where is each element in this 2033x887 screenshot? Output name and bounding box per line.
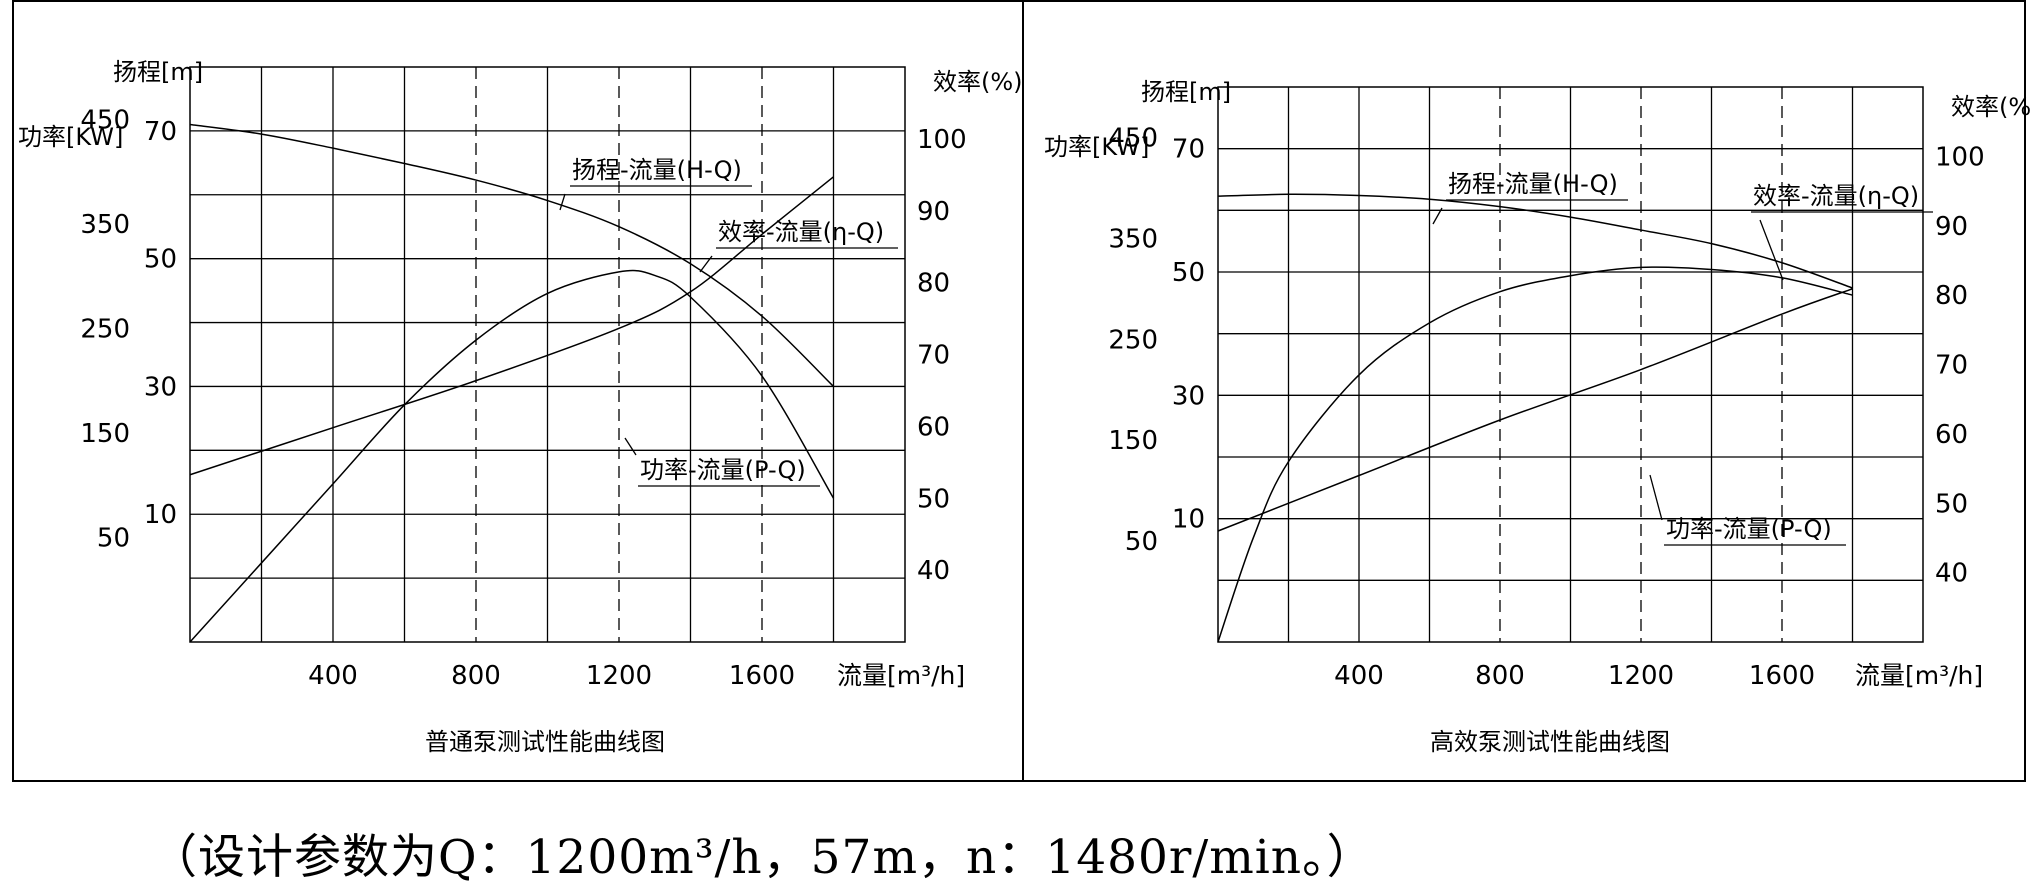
efficiency-tick-label: 40 xyxy=(917,556,950,586)
head-tick-label: 30 xyxy=(144,372,177,402)
x-tick-label: 1200 xyxy=(1608,661,1674,691)
power-tick-label: 150 xyxy=(80,419,130,449)
head-flow-curve-label: 扬程-流量(H-Q) xyxy=(1448,170,1618,198)
efficiency-tick-label: 80 xyxy=(917,269,950,299)
x-tick-label: 800 xyxy=(1475,661,1525,691)
label-leader-line xyxy=(1649,474,1663,521)
efficiency-tick-label: 90 xyxy=(917,197,950,227)
power-tick-label: 450 xyxy=(1108,123,1158,153)
efficiency-tick-label: 50 xyxy=(917,484,950,514)
efficiency-tick-label: 100 xyxy=(917,125,967,155)
power-axis-label: 功率[KW] xyxy=(1044,133,1149,161)
head-tick-label: 10 xyxy=(1172,505,1205,535)
label-leader-line xyxy=(699,255,713,273)
flow-axis-label: 流量[m³/h] xyxy=(1855,661,1983,690)
efficiency-flow-curve xyxy=(189,269,835,643)
efficiency-tick-label: 50 xyxy=(1935,489,1968,519)
head-flow-curve-label: 扬程-流量(H-Q) xyxy=(572,156,742,184)
efficiency-tick-label: 70 xyxy=(1935,351,1968,381)
power-tick-label: 250 xyxy=(1108,325,1158,355)
efficiency-tick-label: 60 xyxy=(1935,420,1968,450)
head-tick-label: 30 xyxy=(1172,381,1205,411)
label-leader-line xyxy=(1432,207,1443,225)
head-flow-curve xyxy=(1217,193,1853,289)
efficiency-axis-label: 效率(%) xyxy=(1951,93,2033,121)
label-leader-line xyxy=(559,193,566,211)
efficiency-tick-label: 80 xyxy=(1935,281,1968,311)
efficiency-flow-curve-label: 效率-流量(η-Q) xyxy=(718,218,884,246)
head-axis-label: 扬程[m] xyxy=(113,58,203,86)
power-tick-label: 50 xyxy=(1125,527,1158,557)
efficiency-flow-curve-label: 效率-流量(η-Q) xyxy=(1753,182,1919,210)
performance-curves-figure: 400 800 1200 1600 10 30 50 70 50 150 250 350 450 40 50… xyxy=(12,0,2033,782)
head-tick-label: 70 xyxy=(1172,135,1205,165)
power-tick-label: 350 xyxy=(1108,224,1158,254)
power-tick-label: 50 xyxy=(97,523,130,553)
efficiency-tick-label: 60 xyxy=(917,412,950,442)
efficiency-tick-label: 40 xyxy=(1935,559,1968,589)
x-tick-label: 1600 xyxy=(729,661,795,691)
efficiency-axis-label: 效率(%) xyxy=(933,68,1023,96)
head-tick-label: 70 xyxy=(144,117,177,147)
design-parameters-caption: （设计参数为Q：1200m³/h，57m，n：1480r/min。） xyxy=(150,830,1375,885)
power-axis-label: 功率[KW] xyxy=(18,123,123,151)
chart-title: 普通泵测试性能曲线图 xyxy=(425,728,665,756)
x-tick-label: 1200 xyxy=(586,661,652,691)
right-panel-frame xyxy=(1022,0,2026,782)
power-flow-curve xyxy=(189,176,834,476)
power-tick-label: 250 xyxy=(80,314,130,344)
power-tick-label: 450 xyxy=(80,105,130,135)
x-tick-label: 400 xyxy=(308,661,358,691)
power-tick-label: 150 xyxy=(1108,426,1158,456)
power-flow-curve-label: 功率-流量(P-Q) xyxy=(640,456,806,484)
high-efficiency-pump-chart: 400 800 1200 1600 10 30 50 70 50 150 250 350 450 40 50… xyxy=(1044,78,2033,756)
figure-frames xyxy=(12,0,2026,782)
head-tick-label: 50 xyxy=(144,245,177,275)
power-flow-curve xyxy=(1217,288,1853,532)
efficiency-tick-label: 90 xyxy=(1935,212,1968,242)
flow-axis-label: 流量[m³/h] xyxy=(837,661,965,690)
ordinary-pump-chart: 400 800 1200 1600 10 30 50 70 50 150 250 350 450 40 50… xyxy=(18,58,1023,756)
head-tick-label: 10 xyxy=(144,500,177,530)
x-tick-label: 400 xyxy=(1334,661,1384,691)
efficiency-tick-label: 70 xyxy=(917,341,950,371)
x-tick-label: 1600 xyxy=(1749,661,1815,691)
label-leader-line xyxy=(1759,219,1784,281)
head-tick-label: 50 xyxy=(1172,258,1205,288)
x-tick-label: 800 xyxy=(451,661,501,691)
head-axis-label: 扬程[m] xyxy=(1141,78,1231,106)
power-tick-label: 350 xyxy=(80,210,130,240)
power-flow-curve-label: 功率-流量(P-Q) xyxy=(1666,515,1832,543)
efficiency-tick-label: 100 xyxy=(1935,142,1985,172)
label-leader-line xyxy=(624,437,637,456)
head-flow-curve xyxy=(189,123,835,387)
efficiency-flow-curve xyxy=(1217,266,1853,643)
chart-title: 高效泵测试性能曲线图 xyxy=(1430,728,1670,756)
